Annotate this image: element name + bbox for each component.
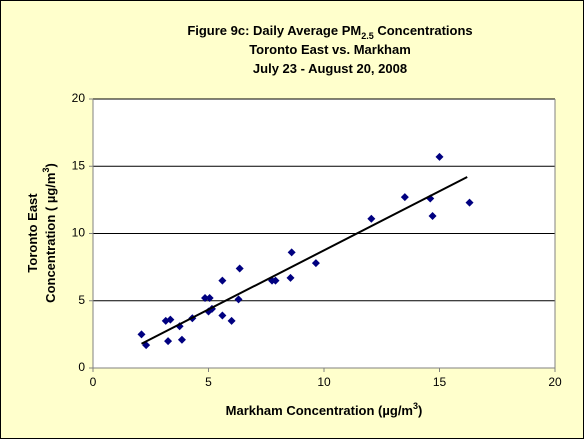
data-point <box>218 276 227 285</box>
data-point <box>367 214 376 223</box>
y-axis-label-part: Toronto East <box>25 193 40 273</box>
y-tick-label: 5 <box>78 293 85 307</box>
data-point <box>286 273 295 282</box>
y-tick-label: 0 <box>78 360 85 374</box>
y-axis-label: Concentration ( µg/m3) <box>41 163 58 303</box>
data-point <box>271 276 280 285</box>
data-point <box>205 294 214 303</box>
y-axis-label-part: 3 <box>41 168 51 173</box>
x-axis-label-part: Markham Concentration (µg/m <box>226 403 413 418</box>
data-point <box>166 315 175 324</box>
y-tick-label: 20 <box>72 91 86 105</box>
x-axis-label: Markham Concentration (µg/m3) <box>226 401 423 418</box>
chart-title-part: 2.5 <box>361 31 374 41</box>
data-point <box>400 193 409 202</box>
data-point <box>465 198 474 207</box>
data-point <box>201 294 210 303</box>
data-point <box>435 152 444 161</box>
x-axis-label-part: 3 <box>413 401 418 411</box>
data-point <box>164 337 173 346</box>
chart-title-part: July 23 - August 20, 2008 <box>253 61 407 76</box>
chart-title-part: Toronto East vs. Markham <box>249 42 411 57</box>
data-point <box>137 330 146 339</box>
data-point <box>227 316 236 325</box>
y-tick-label: 10 <box>72 226 86 240</box>
data-point <box>234 295 243 304</box>
data-point <box>235 264 244 273</box>
chart-title: July 23 - August 20, 2008 <box>253 61 407 76</box>
x-tick-label: 15 <box>433 375 447 389</box>
data-point <box>218 311 227 320</box>
x-tick-label: 20 <box>548 375 562 389</box>
x-axis-label-part: ) <box>418 403 422 418</box>
trendline <box>141 176 468 345</box>
data-point <box>177 335 186 344</box>
chart-title: Figure 9c: Daily Average PM2.5 Concentra… <box>187 23 472 41</box>
chart-title-part: Concentrations <box>374 23 473 38</box>
chart-title: Toronto East vs. Markham <box>249 42 411 57</box>
chart-title-part: Figure 9c: Daily Average PM <box>187 23 361 38</box>
data-point <box>287 248 296 257</box>
x-tick-label: 5 <box>205 375 212 389</box>
data-point <box>428 212 437 221</box>
y-axis-label: Toronto East <box>25 193 40 273</box>
y-axis-label-part: ) <box>43 163 58 167</box>
y-axis-label-part: Concentration ( µg/m <box>43 173 58 303</box>
data-point <box>311 259 320 268</box>
y-tick-label: 15 <box>72 158 86 172</box>
x-tick-label: 0 <box>90 375 97 389</box>
x-tick-label: 10 <box>317 375 331 389</box>
